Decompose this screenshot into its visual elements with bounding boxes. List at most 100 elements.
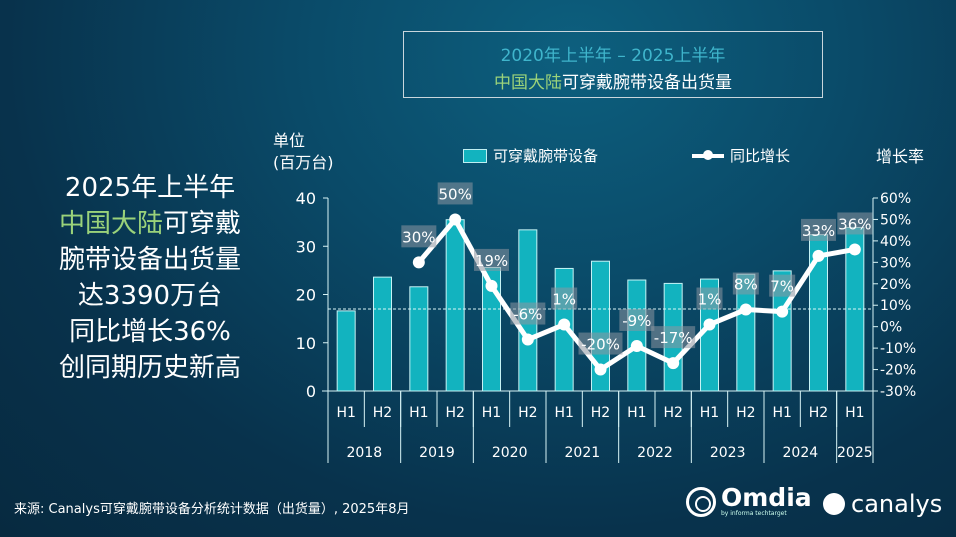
growth-point xyxy=(812,249,825,262)
category-label: H1 xyxy=(554,405,573,421)
category-label: H2 xyxy=(518,405,537,421)
data-label: -6% xyxy=(513,306,542,324)
headline-line: 达3390万台 xyxy=(77,281,223,311)
data-label-bg xyxy=(696,287,723,310)
category-label: H1 xyxy=(772,405,791,421)
data-label-bg xyxy=(474,248,509,271)
data-label: 50% xyxy=(438,185,471,203)
right-tick-label: 50% xyxy=(880,212,911,228)
data-label-bg xyxy=(619,308,655,331)
right-tick-label: -30% xyxy=(880,384,916,400)
growth-point xyxy=(776,305,789,318)
data-label: 19% xyxy=(475,252,508,270)
unit-value: (百万台) xyxy=(273,153,334,172)
data-label-bg xyxy=(437,182,473,205)
left-tick-label: 0 xyxy=(306,382,316,401)
category-label: H1 xyxy=(845,405,864,421)
year-label: 2018 xyxy=(347,445,383,461)
growth-point xyxy=(703,318,716,331)
omdia-sub: by informa techtarget xyxy=(721,510,787,517)
bar xyxy=(627,279,647,392)
bar xyxy=(591,260,610,392)
headline-line: 同比增长36% xyxy=(69,317,231,347)
category-label: H2 xyxy=(373,405,392,421)
right-tick-label: -20% xyxy=(880,363,916,379)
data-label-bg xyxy=(769,274,796,297)
left-tick-label: 30 xyxy=(296,237,316,256)
data-label: -17% xyxy=(654,329,693,347)
right-tick-label: 40% xyxy=(880,234,911,250)
right-tick-label: 60% xyxy=(880,191,911,207)
canalys-name: canalys xyxy=(851,490,943,518)
chart-title-box: 2020年上半年 – 2025上半年 中国大陆可穿戴腕带设备出货量 xyxy=(403,31,823,98)
growth-point xyxy=(630,339,643,352)
growth-point xyxy=(848,243,861,256)
line-swatch xyxy=(692,149,724,160)
data-label: 1% xyxy=(698,291,722,309)
data-label-bg xyxy=(732,272,759,295)
data-label-bg xyxy=(551,287,578,310)
title-line1: 2020年上半年 – 2025上半年 xyxy=(500,46,726,66)
category-label: H1 xyxy=(700,405,719,421)
category-label: H1 xyxy=(482,405,501,421)
category-label: H2 xyxy=(591,405,610,421)
omdia-logo: Omdia by informa techtarget xyxy=(686,483,812,517)
growth-point xyxy=(485,279,498,292)
data-label-bg xyxy=(401,225,437,248)
category-label: H2 xyxy=(663,405,682,421)
data-label-bg xyxy=(801,218,836,241)
headline-line: 中国大陆可穿戴 xyxy=(40,206,260,242)
category-label: H2 xyxy=(736,405,755,421)
headline-line: 创同期历史新高 xyxy=(58,353,241,383)
bar-swatch xyxy=(463,148,487,163)
bar xyxy=(409,286,429,392)
unit-label: 单位 xyxy=(273,131,306,150)
category-label: H1 xyxy=(627,405,646,421)
canalys-logo: canalys xyxy=(823,490,942,518)
category-label: H2 xyxy=(445,405,464,421)
data-label: 7% xyxy=(770,278,794,296)
legend-bar: 可穿戴腕带设备 xyxy=(463,145,598,166)
data-label: 30% xyxy=(402,228,435,246)
omdia-name: Omdia xyxy=(721,483,812,512)
year-label: 2020 xyxy=(492,445,528,461)
left-tick-label: 20 xyxy=(296,286,316,305)
right-tick-label: 10% xyxy=(880,298,911,314)
category-label: H2 xyxy=(809,405,828,421)
headline-text: 可穿戴 xyxy=(163,209,242,239)
data-label-bg xyxy=(837,212,873,235)
growth-point xyxy=(412,256,425,269)
right-tick-label: 30% xyxy=(880,255,911,271)
data-label: 33% xyxy=(802,222,835,240)
year-label: 2023 xyxy=(710,445,746,461)
bar xyxy=(336,310,356,392)
year-label: 2021 xyxy=(565,445,601,461)
title-subject: 可穿戴腕带设备出货量 xyxy=(562,73,732,93)
canalys-mark-icon xyxy=(823,493,845,515)
right-tick-label: -10% xyxy=(880,341,916,357)
data-label: 36% xyxy=(838,215,871,233)
year-label: 2022 xyxy=(637,445,673,461)
headline-region: 中国大陆 xyxy=(58,209,163,239)
year-label: 2019 xyxy=(419,445,455,461)
year-label: 2024 xyxy=(783,445,819,461)
source-note: 来源: Canalys可穿戴腕带设备分析统计数据（出货量）, 2025年8月 xyxy=(14,502,410,517)
growth-point xyxy=(739,303,752,316)
growth-point xyxy=(667,357,680,370)
legend-line-label: 同比增长 xyxy=(730,147,791,165)
year-label: 2025 xyxy=(837,445,873,461)
left-axis-label: 单位 (百万台) xyxy=(273,130,334,174)
data-label: 8% xyxy=(734,276,758,294)
data-label-bg xyxy=(651,326,696,349)
category-label: H1 xyxy=(336,405,355,421)
title-region: 中国大陆 xyxy=(494,73,562,93)
data-label-bg xyxy=(510,302,546,325)
category-label: H1 xyxy=(409,405,428,421)
growth-point xyxy=(449,213,462,226)
headline-line: 2025年上半年 xyxy=(64,173,236,203)
legend-line: 同比增长 xyxy=(692,145,790,166)
data-label-bg xyxy=(578,332,623,355)
legend-bar-label: 可穿戴腕带设备 xyxy=(493,147,599,165)
growth-point xyxy=(594,363,607,376)
